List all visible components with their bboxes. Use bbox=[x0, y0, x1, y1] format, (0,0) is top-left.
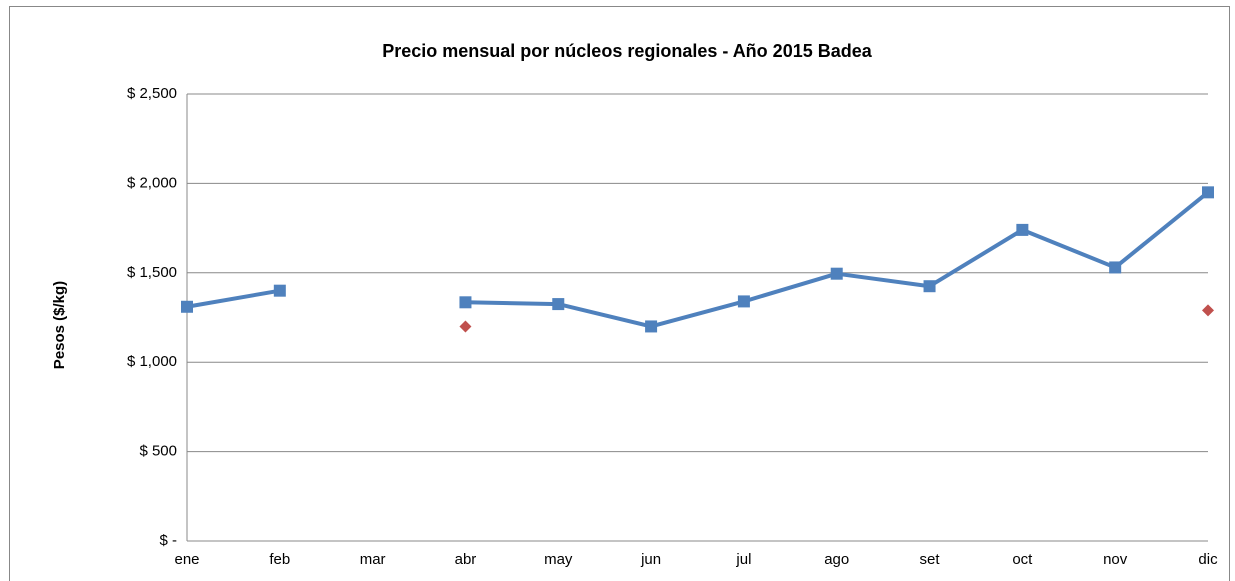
y-tick-label: $ 2,000 bbox=[127, 174, 177, 191]
y-tick-label: $ 1,000 bbox=[127, 353, 177, 370]
chart-title: Precio mensual por núcleos regionales - … bbox=[382, 41, 872, 61]
marker bbox=[1109, 261, 1122, 274]
chart-border bbox=[9, 6, 1230, 581]
x-tick-label: set bbox=[920, 551, 941, 568]
marker bbox=[1202, 304, 1214, 317]
marker bbox=[830, 267, 843, 280]
marker bbox=[1016, 223, 1029, 236]
x-tick-label: may bbox=[544, 551, 573, 568]
y-tick-label: $ 2,500 bbox=[127, 85, 177, 102]
x-tick-label: abr bbox=[455, 551, 477, 568]
x-tick-label: ago bbox=[824, 551, 849, 568]
marker bbox=[552, 298, 565, 311]
y-axis-label: Pesos ($/kg) bbox=[51, 281, 68, 369]
marker bbox=[459, 320, 472, 333]
marker bbox=[1202, 186, 1214, 199]
x-tick-label: dic bbox=[1198, 551, 1218, 568]
y-tick-label: $ 1,500 bbox=[127, 264, 177, 281]
x-tick-label: ene bbox=[174, 551, 199, 568]
marker bbox=[645, 320, 658, 333]
y-tick-label: $ - bbox=[159, 532, 177, 549]
marker bbox=[459, 296, 472, 309]
marker bbox=[923, 280, 936, 293]
y-tick-label: $ 500 bbox=[139, 443, 177, 460]
x-tick-label: oct bbox=[1012, 551, 1033, 568]
x-tick-label: nov bbox=[1103, 551, 1128, 568]
x-tick-label: mar bbox=[360, 551, 386, 568]
x-tick-label: jul bbox=[735, 551, 751, 568]
x-tick-label: jun bbox=[640, 551, 661, 568]
marker bbox=[273, 284, 286, 297]
x-tick-label: feb bbox=[269, 551, 290, 568]
marker bbox=[181, 300, 193, 313]
marker bbox=[737, 295, 750, 308]
